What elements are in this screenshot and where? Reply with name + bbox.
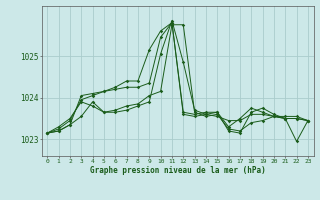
X-axis label: Graphe pression niveau de la mer (hPa): Graphe pression niveau de la mer (hPa) — [90, 166, 266, 175]
